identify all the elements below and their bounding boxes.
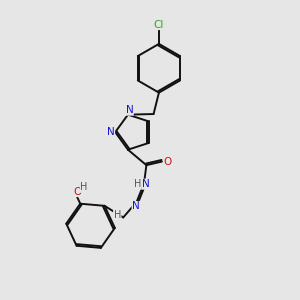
Text: H: H	[114, 210, 121, 220]
Text: H: H	[134, 179, 141, 189]
Text: O: O	[164, 157, 172, 166]
Text: O: O	[74, 187, 82, 196]
Text: N: N	[126, 105, 133, 115]
Text: Cl: Cl	[154, 20, 164, 30]
Text: N: N	[132, 202, 140, 212]
Text: H: H	[80, 182, 88, 192]
Text: N: N	[107, 127, 115, 137]
Text: N: N	[142, 179, 150, 189]
